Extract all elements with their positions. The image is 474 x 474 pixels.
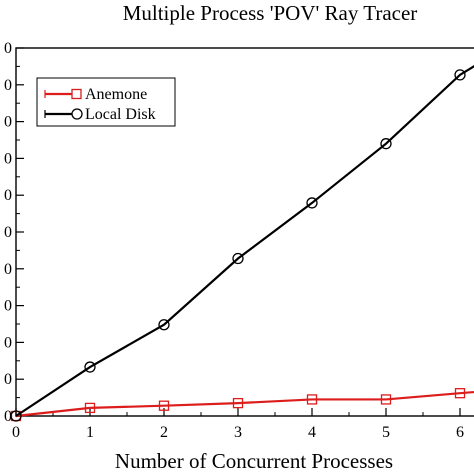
data-point-anemone bbox=[454, 388, 466, 399]
x-tick-label: 4 bbox=[308, 424, 316, 441]
y-tick-label: 0 bbox=[4, 77, 12, 94]
data-point-local-disk bbox=[380, 138, 392, 150]
x-tick-label: 0 bbox=[12, 424, 20, 441]
legend-box bbox=[36, 77, 176, 127]
data-layer bbox=[10, 65, 474, 422]
legend-label-local-disk: Local Disk bbox=[85, 106, 156, 123]
x-tick-label: 6 bbox=[456, 424, 464, 441]
data-point-local-disk bbox=[10, 410, 22, 422]
series-line-local-disk bbox=[15, 65, 474, 417]
y-tick-label: 0 bbox=[4, 150, 12, 167]
y-tick-label: 0 bbox=[4, 224, 12, 241]
y-tick-label: 0 bbox=[4, 261, 12, 278]
x-tick-label: 3 bbox=[234, 424, 242, 441]
data-point-local-disk bbox=[158, 319, 170, 331]
data-point-anemone bbox=[380, 394, 392, 405]
y-tick-label: 0 bbox=[4, 371, 12, 388]
legend: Anemone Local Disk bbox=[36, 77, 176, 127]
data-point-local-disk bbox=[232, 252, 244, 265]
y-tick-label: 0 bbox=[4, 40, 12, 57]
x-tick-label: 5 bbox=[382, 424, 390, 441]
y-tick-label: 0 bbox=[4, 114, 12, 131]
x-axis-label: Number of Concurrent Processes bbox=[115, 449, 393, 473]
legend-label-anemone: Anemone bbox=[85, 86, 147, 103]
data-point-anemone bbox=[232, 397, 244, 409]
legend-marker-anemone bbox=[71, 88, 82, 100]
data-point-anemone bbox=[158, 400, 170, 411]
y-tick-label: 0 bbox=[4, 334, 12, 351]
data-point-local-disk bbox=[306, 197, 318, 209]
chart-title: Multiple Process 'POV' Ray Tracer bbox=[123, 1, 418, 25]
data-point-anemone bbox=[306, 394, 318, 405]
data-point-anemone bbox=[84, 402, 96, 414]
data-point-local-disk bbox=[454, 69, 466, 81]
y-tick-label: 0 bbox=[4, 298, 12, 315]
y-tick-label: 0 bbox=[4, 187, 12, 204]
x-tick-label: 2 bbox=[160, 424, 168, 441]
x-tick-label: 1 bbox=[86, 424, 94, 441]
y-tick-label: 0 bbox=[4, 408, 12, 425]
series-line-anemone bbox=[15, 390, 474, 418]
data-point-local-disk bbox=[84, 361, 96, 373]
legend-marker-local-disk bbox=[71, 108, 83, 120]
